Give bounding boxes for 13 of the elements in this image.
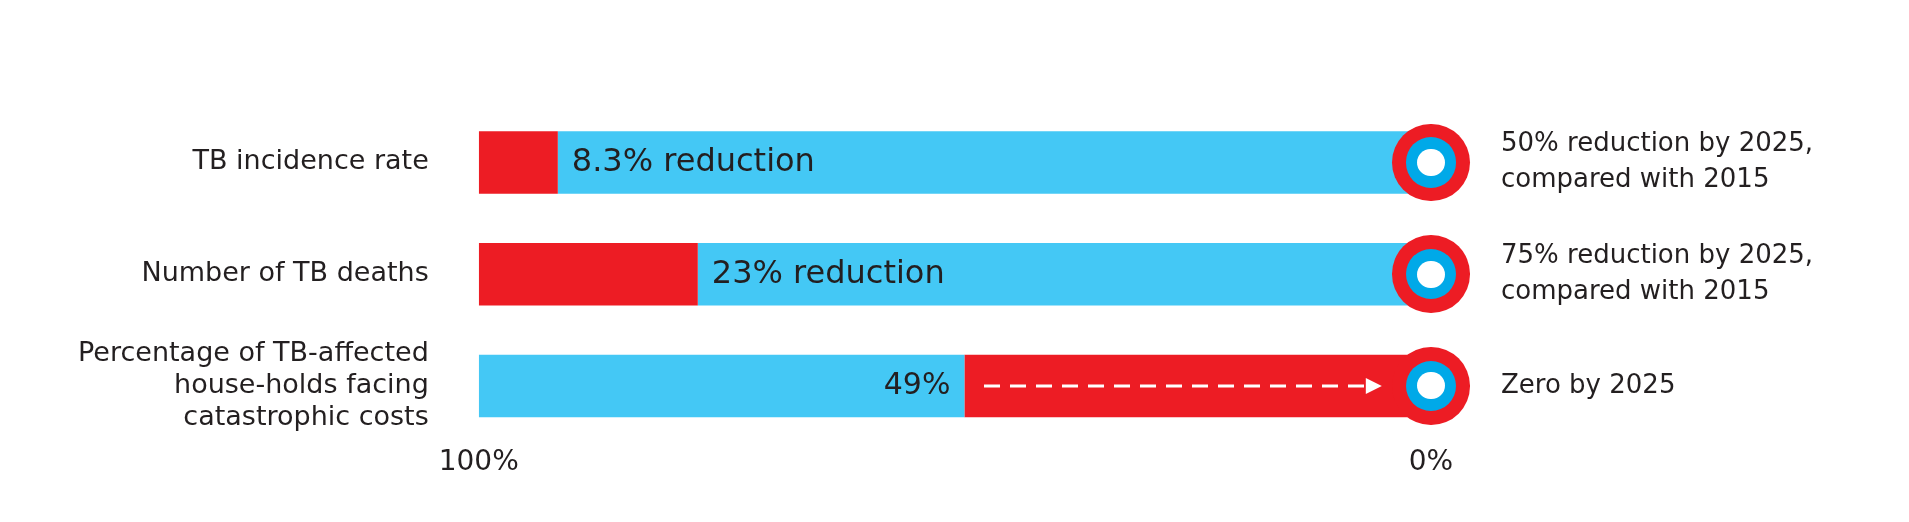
y-tick-label: TB incidence rate — [191, 144, 429, 176]
y-tick-label: Number of TB deaths — [141, 256, 429, 288]
x-tick-label: 100% — [438, 443, 519, 477]
bar — [478, 242, 698, 306]
text: Zero by 2025 — [1501, 368, 1676, 399]
data-label: 49% — [883, 365, 951, 401]
text: 75% reduction by 2025, compared with 2015 — [1501, 238, 1814, 305]
x-tick-label: 0% — [1408, 443, 1454, 477]
data-label: 8.3% reduction — [571, 140, 815, 179]
y-tick-label: Percentage of TB-affected house-holds facing catastrophic costs — [77, 335, 429, 432]
bar — [478, 131, 558, 194]
text: 50% reduction by 2025, compared with 2015 — [1501, 127, 1814, 194]
data-label: 23% reduction — [711, 252, 945, 291]
